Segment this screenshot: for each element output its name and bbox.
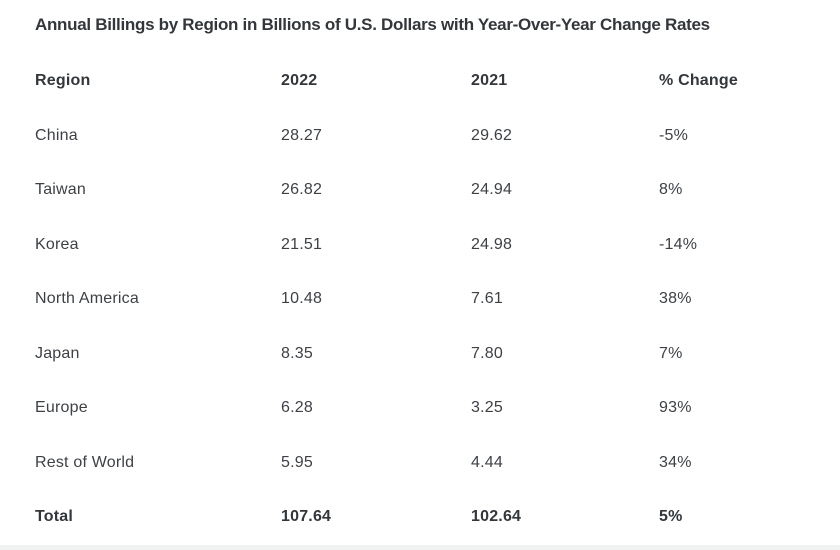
table-row: China 28.27 29.62 -5% bbox=[35, 109, 840, 164]
cell-change: 38% bbox=[659, 290, 692, 308]
column-header-2022: 2022 bbox=[281, 72, 318, 90]
cell-change: 8% bbox=[659, 181, 683, 199]
table-row: Rest of World 5.95 4.44 34% bbox=[35, 436, 840, 491]
cell-total-change: 5% bbox=[659, 508, 683, 526]
table-row: Korea 21.51 24.98 -14% bbox=[35, 218, 840, 273]
cell-change: -5% bbox=[659, 126, 689, 144]
cell-region: Japan bbox=[35, 344, 80, 362]
cell-region: Rest of World bbox=[35, 453, 135, 471]
cell-2022: 6.28 bbox=[281, 399, 313, 417]
cell-region: Taiwan bbox=[35, 181, 87, 199]
cell-total-2021: 102.64 bbox=[471, 508, 522, 526]
cell-region: North America bbox=[35, 290, 139, 308]
cell-change: -14% bbox=[659, 235, 698, 253]
table-row: Europe 6.28 3.25 93% bbox=[35, 381, 840, 436]
table-row: Taiwan 26.82 24.94 8% bbox=[35, 163, 840, 218]
cell-region: Europe bbox=[35, 399, 88, 417]
cell-2022: 5.95 bbox=[281, 453, 313, 471]
cell-total-label: Total bbox=[35, 508, 74, 526]
table-row: North America 10.48 7.61 38% bbox=[35, 272, 840, 327]
page-title: Annual Billings by Region in Billions of… bbox=[35, 15, 710, 34]
cell-2021: 29.62 bbox=[471, 126, 513, 144]
cell-change: 7% bbox=[659, 344, 683, 362]
cell-change: 93% bbox=[659, 399, 692, 417]
column-header-region: Region bbox=[35, 72, 91, 90]
column-header-2021: 2021 bbox=[471, 72, 508, 90]
table-total-row: Total 107.64 102.64 5% bbox=[35, 490, 840, 545]
cell-2021: 4.44 bbox=[471, 453, 503, 471]
cell-total-2022: 107.64 bbox=[281, 508, 332, 526]
cell-2022: 28.27 bbox=[281, 126, 323, 144]
cell-region: Korea bbox=[35, 235, 79, 253]
cell-2021: 24.98 bbox=[471, 235, 513, 253]
bottom-divider bbox=[0, 545, 840, 550]
table-row: Japan 8.35 7.80 7% bbox=[35, 327, 840, 382]
cell-change: 34% bbox=[659, 453, 692, 471]
cell-2022: 8.35 bbox=[281, 344, 313, 362]
cell-2022: 10.48 bbox=[281, 290, 323, 308]
cell-2021: 24.94 bbox=[471, 181, 513, 199]
cell-2021: 7.61 bbox=[471, 290, 503, 308]
cell-2021: 7.80 bbox=[471, 344, 503, 362]
column-header-change: % Change bbox=[659, 72, 738, 90]
cell-2022: 21.51 bbox=[281, 235, 323, 253]
cell-2022: 26.82 bbox=[281, 181, 323, 199]
cell-2021: 3.25 bbox=[471, 399, 503, 417]
table-header-row: Region 2022 2021 % Change bbox=[35, 54, 840, 109]
cell-region: China bbox=[35, 126, 78, 144]
